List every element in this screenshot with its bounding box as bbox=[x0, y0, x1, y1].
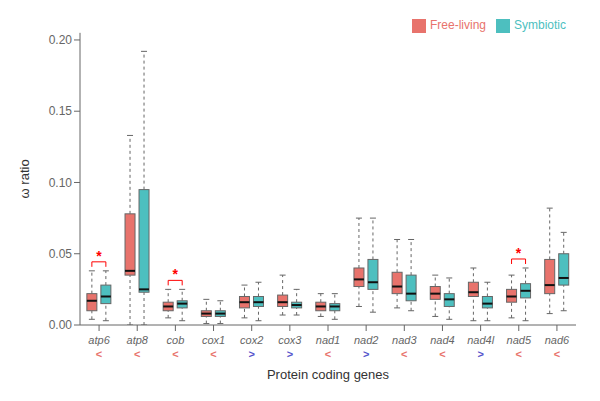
svg-text:nad5: nad5 bbox=[507, 334, 532, 346]
svg-text:*: * bbox=[172, 266, 178, 282]
svg-text:<: < bbox=[325, 348, 331, 360]
svg-text:0.00: 0.00 bbox=[49, 318, 73, 332]
svg-text:*: * bbox=[516, 245, 522, 261]
svg-text:>: > bbox=[363, 348, 369, 360]
svg-text:<: < bbox=[516, 348, 522, 360]
svg-text:<: < bbox=[554, 348, 560, 360]
svg-text:cox2: cox2 bbox=[240, 334, 263, 346]
svg-text:cox1: cox1 bbox=[202, 334, 225, 346]
svg-text:ω ratio: ω ratio bbox=[17, 159, 32, 198]
svg-text:<: < bbox=[439, 348, 445, 360]
svg-text:>: > bbox=[248, 348, 254, 360]
svg-text:>: > bbox=[477, 348, 483, 360]
svg-text:nad6: nad6 bbox=[545, 334, 570, 346]
svg-text:atp6: atp6 bbox=[88, 334, 110, 346]
svg-text:cox3: cox3 bbox=[278, 334, 302, 346]
svg-text:<: < bbox=[401, 348, 407, 360]
html-text:Symbiotic: Symbiotic bbox=[514, 18, 566, 32]
svg-text:0.05: 0.05 bbox=[49, 247, 73, 261]
svg-text:*: * bbox=[96, 248, 102, 264]
svg-text:nad1: nad1 bbox=[316, 334, 340, 346]
svg-text:nad4: nad4 bbox=[430, 334, 454, 346]
svg-text:<: < bbox=[96, 348, 102, 360]
svg-text:0.15: 0.15 bbox=[49, 104, 73, 118]
svg-text:0.20: 0.20 bbox=[49, 33, 73, 47]
svg-text:>: > bbox=[287, 348, 293, 360]
svg-text:Protein coding genes: Protein coding genes bbox=[267, 367, 390, 382]
svg-text:<: < bbox=[172, 348, 178, 360]
svg-text:nad3: nad3 bbox=[392, 334, 417, 346]
svg-text:<: < bbox=[210, 348, 216, 360]
svg-text:0.10: 0.10 bbox=[49, 176, 73, 190]
html-text:Free-living: Free-living bbox=[430, 18, 486, 32]
svg-text:nad2: nad2 bbox=[354, 334, 378, 346]
svg-text:nad4l: nad4l bbox=[467, 334, 494, 346]
svg-text:cob: cob bbox=[167, 334, 185, 346]
svg-text:<: < bbox=[134, 348, 140, 360]
svg-text:atp8: atp8 bbox=[127, 334, 149, 346]
